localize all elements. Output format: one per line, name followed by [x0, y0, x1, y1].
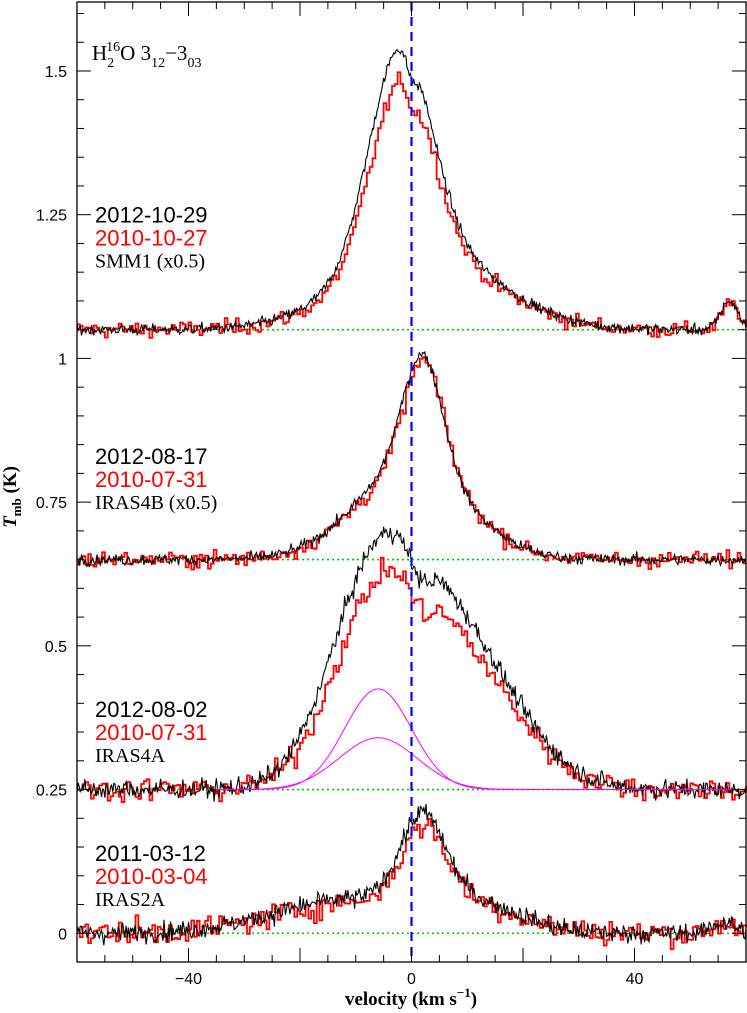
source-label-2: IRAS4A [95, 745, 166, 767]
x-tick-label: 40 [626, 971, 644, 988]
date-old-0: 2010-10-27 [95, 226, 208, 251]
old-spectrum-1 [77, 356, 747, 571]
new-spectrum-2 [76, 526, 747, 802]
date-old-2: 2010-07-31 [95, 720, 208, 745]
source-label-3: IRAS2A [95, 889, 166, 911]
date-new-2: 2012-08-02 [95, 697, 208, 722]
y-tick-label: 0.5 [45, 639, 67, 656]
date-new-3: 2011-03-12 [95, 841, 206, 866]
curve-layer [76, 2, 747, 962]
x-axis-title: velocity (km s−1) [345, 985, 477, 1010]
new-spectrum-3 [76, 803, 747, 946]
y-tick-label: 1.25 [36, 208, 67, 225]
y-tick-label: 1.5 [45, 64, 67, 81]
date-new-0: 2012-10-29 [95, 203, 208, 228]
tick-layer: −40 0 40 0 0.25 0.5 0.75 1 1.25 1.5 [36, 2, 747, 988]
source-label-0: SMM1 (x0.5) [95, 251, 205, 273]
y-tick-label: 1 [58, 351, 67, 368]
x-tick-label: −40 [175, 971, 202, 988]
y-tick-label: 0.75 [36, 495, 67, 512]
chart-title: H216O 312−303 [92, 40, 201, 71]
gaussian-fit-1 [216, 737, 745, 790]
date-old-1: 2010-07-31 [95, 467, 208, 492]
y-tick-label: 0.25 [36, 783, 67, 800]
y-axis-title: Tmb (K) [0, 466, 24, 528]
date-old-3: 2010-03-04 [95, 864, 208, 889]
x-tick-label: 0 [407, 971, 416, 988]
date-new-1: 2012-08-17 [95, 444, 208, 469]
gaussian-fit-0 [216, 688, 745, 790]
source-label-1: IRAS4B (x0.5) [95, 492, 217, 514]
y-tick-label: 0 [58, 926, 67, 943]
